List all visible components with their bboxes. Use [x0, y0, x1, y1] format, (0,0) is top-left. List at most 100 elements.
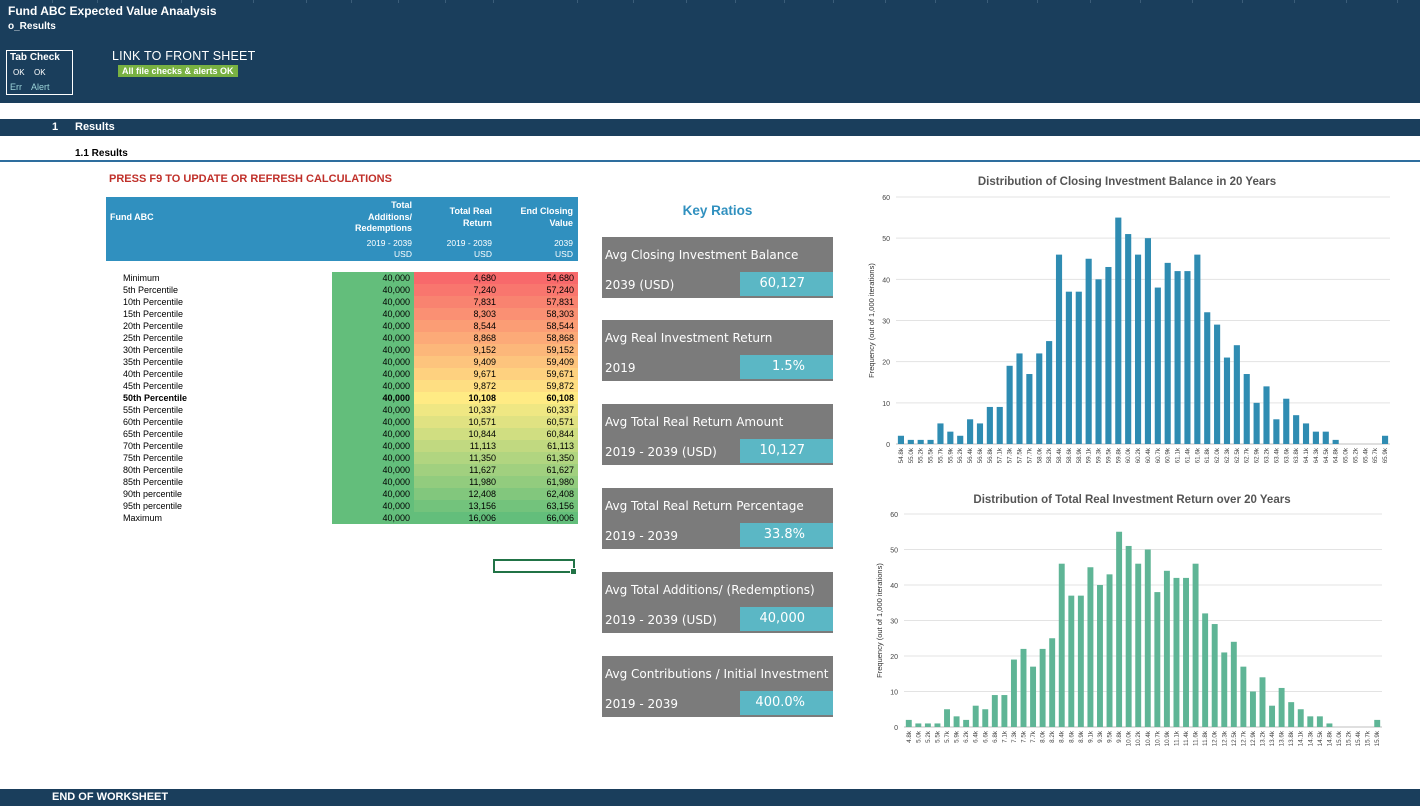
row-label: 30th Percentile [123, 345, 184, 355]
x-tick-label: 57.7k [1026, 447, 1033, 463]
row-label: 20th Percentile [123, 321, 184, 331]
y-tick-label: 50 [890, 548, 898, 555]
histogram-bar [1202, 613, 1209, 727]
column-mark [253, 0, 254, 3]
real-return-cell[interactable]: 7,831 [414, 296, 500, 308]
real-return-cell[interactable]: 16,006 [414, 512, 500, 524]
additions-cell[interactable]: 40,000 [332, 464, 414, 476]
real-return-cell[interactable]: 9,872 [414, 380, 500, 392]
x-tick-label: 58.4k [1056, 447, 1063, 463]
closing-value-header-line-1: End Closing [520, 206, 574, 216]
real-return-header-line-2: Return [463, 217, 492, 228]
real-return-cell[interactable]: 10,337 [414, 404, 500, 416]
histogram-bar [1263, 386, 1270, 444]
closing-value-cell[interactable]: 60,844 [500, 428, 578, 440]
histogram-bar [1105, 266, 1112, 444]
histogram-bar [1233, 345, 1240, 444]
real-return-cell[interactable]: 7,240 [414, 284, 500, 296]
x-tick-label: 5.5k [934, 730, 941, 743]
real-return-cell[interactable]: 8,544 [414, 320, 500, 332]
selected-cell[interactable] [493, 559, 577, 575]
closing-value-cell[interactable]: 63,156 [500, 500, 578, 512]
real-return-cell[interactable]: 10,571 [414, 416, 500, 428]
closing-value-cell[interactable]: 58,303 [500, 308, 578, 320]
x-tick-label: 59.8k [1115, 447, 1122, 463]
real-return-cell[interactable]: 4,680 [414, 272, 500, 284]
closing-value-cell[interactable]: 59,409 [500, 356, 578, 368]
y-tick-label: 20 [890, 654, 898, 661]
closing-value-cell[interactable]: 59,872 [500, 380, 578, 392]
real-return-cell[interactable]: 9,409 [414, 356, 500, 368]
additions-cell[interactable]: 40,000 [332, 488, 414, 500]
additions-cell[interactable]: 40,000 [332, 368, 414, 380]
additions-cell[interactable]: 40,000 [332, 428, 414, 440]
real-return-cell[interactable]: 9,152 [414, 344, 500, 356]
additions-cell[interactable]: 40,000 [332, 500, 414, 512]
additions-cell[interactable]: 40,000 [332, 356, 414, 368]
closing-value-cell[interactable]: 60,571 [500, 416, 578, 428]
additions-cell[interactable]: 40,000 [332, 344, 414, 356]
fill-handle[interactable] [570, 568, 577, 575]
closing-value-cell[interactable]: 61,980 [500, 476, 578, 488]
closing-value-cell[interactable]: 54,680 [500, 272, 578, 284]
real-return-cell[interactable]: 13,156 [414, 500, 500, 512]
histogram-bar [1297, 709, 1304, 727]
real-return-cell[interactable]: 8,303 [414, 308, 500, 320]
real-return-cell[interactable]: 11,350 [414, 452, 500, 464]
closing-value-cell[interactable]: 60,108 [500, 392, 578, 404]
closing-value-cell[interactable]: 57,240 [500, 284, 578, 296]
closing-value-cell[interactable]: 61,627 [500, 464, 578, 476]
additions-cell[interactable]: 40,000 [332, 284, 414, 296]
closing-value-cell[interactable]: 58,544 [500, 320, 578, 332]
closing-value-cell[interactable]: 62,408 [500, 488, 578, 500]
x-tick-label: 10.2k [1135, 730, 1142, 746]
real-return-cell[interactable]: 9,671 [414, 368, 500, 380]
histogram-bar [1293, 415, 1300, 444]
real-return-header: Total Real Return [450, 206, 492, 229]
histogram-bar [1077, 595, 1084, 727]
closing-value-cell[interactable]: 61,350 [500, 452, 578, 464]
front-sheet-link[interactable]: LINK TO FRONT SHEET [112, 49, 256, 63]
sheet-name: o_Results [8, 21, 56, 32]
closing-value-cell[interactable]: 61,113 [500, 440, 578, 452]
closing-value-cell[interactable]: 59,152 [500, 344, 578, 356]
real-return-cell[interactable]: 11,627 [414, 464, 500, 476]
additions-cell[interactable]: 40,000 [332, 404, 414, 416]
x-tick-label: 5.7k [944, 730, 951, 743]
additions-cell[interactable]: 40,000 [332, 380, 414, 392]
additions-cell[interactable]: 40,000 [332, 416, 414, 428]
histogram-bar [1381, 435, 1389, 444]
additions-cell[interactable]: 40,000 [332, 452, 414, 464]
checks-status-badge: All file checks & alerts OK [118, 65, 238, 77]
real-return-cell[interactable]: 10,844 [414, 428, 500, 440]
closing-value-cell[interactable]: 59,671 [500, 368, 578, 380]
additions-cell[interactable]: 40,000 [332, 392, 414, 404]
table-row: 95th percentile 40,000 13,156 63,156 [106, 500, 578, 512]
additions-cell[interactable]: 40,000 [332, 476, 414, 488]
real-return-cell[interactable]: 12,408 [414, 488, 500, 500]
real-return-cell[interactable]: 11,980 [414, 476, 500, 488]
real-return-cell[interactable]: 10,108 [414, 392, 500, 404]
additions-cell[interactable]: 40,000 [332, 296, 414, 308]
additions-cell[interactable]: 40,000 [332, 440, 414, 452]
additions-cell[interactable]: 40,000 [332, 308, 414, 320]
real-return-cell[interactable]: 11,113 [414, 440, 500, 452]
additions-cell-value: 40,000 [382, 381, 410, 391]
closing-value-cell[interactable]: 58,868 [500, 332, 578, 344]
x-tick-label: 62.5k [1234, 447, 1241, 463]
closing-value-cell[interactable]: 60,337 [500, 404, 578, 416]
additions-cell[interactable]: 40,000 [332, 272, 414, 284]
additions-cell[interactable]: 40,000 [332, 320, 414, 332]
histogram-bar [1163, 570, 1170, 727]
real-return-cell[interactable]: 8,868 [414, 332, 500, 344]
x-tick-label: 58.9k [1076, 447, 1083, 463]
additions-cell[interactable]: 40,000 [332, 512, 414, 524]
closing-value-cell[interactable]: 57,831 [500, 296, 578, 308]
histogram-bar [1174, 271, 1181, 444]
closing-value-cell[interactable]: 66,006 [500, 512, 578, 524]
additions-cell[interactable]: 40,000 [332, 332, 414, 344]
x-tick-label: 9.1k [1087, 730, 1094, 743]
ratio-value-text: 33.8% [763, 527, 805, 542]
additions-cell-value: 40,000 [382, 285, 410, 295]
ratio-period: 2019 - 2039 [605, 529, 679, 543]
